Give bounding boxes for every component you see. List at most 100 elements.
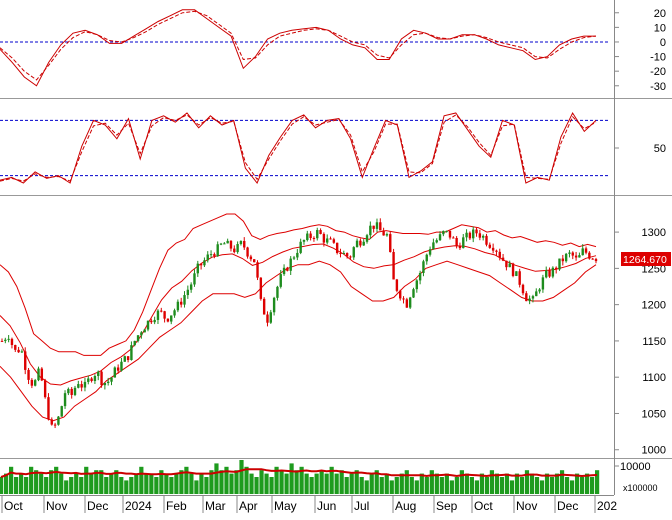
candle-body bbox=[229, 240, 233, 249]
candle-body bbox=[405, 299, 409, 308]
candle-body bbox=[233, 248, 236, 253]
volume-bar bbox=[159, 470, 164, 494]
volume-bar bbox=[4, 473, 9, 494]
candle-body bbox=[511, 263, 515, 276]
volume-bar bbox=[19, 473, 24, 494]
volume-bar bbox=[404, 470, 409, 494]
candle-body bbox=[256, 262, 259, 278]
volume-bar bbox=[169, 477, 174, 494]
volume-bar bbox=[144, 473, 149, 494]
candle-body bbox=[123, 356, 126, 362]
price-panel bbox=[0, 213, 598, 429]
volume-bar bbox=[339, 470, 344, 494]
volume-bar bbox=[504, 473, 510, 494]
candle-body bbox=[435, 240, 438, 243]
volume-bar bbox=[84, 466, 89, 494]
candle-body bbox=[475, 229, 478, 234]
candle-body bbox=[196, 263, 199, 274]
candle-body bbox=[286, 267, 289, 271]
candle-body bbox=[133, 340, 136, 346]
candle-body bbox=[326, 238, 329, 243]
candle-body bbox=[455, 238, 458, 247]
candle-body bbox=[415, 280, 419, 290]
volume-bar bbox=[0, 477, 4, 494]
y-tick-label: -20 bbox=[650, 66, 666, 78]
volume-bar bbox=[294, 470, 299, 494]
x-tick-label: Jun bbox=[317, 499, 336, 513]
volume-bar bbox=[284, 473, 289, 494]
candle-body bbox=[412, 289, 415, 298]
candle-body bbox=[335, 242, 339, 253]
candle-body bbox=[312, 237, 316, 239]
candle-body bbox=[77, 384, 80, 388]
volume-bar bbox=[354, 470, 359, 494]
volume-bar bbox=[259, 470, 264, 494]
candle-body bbox=[289, 258, 292, 271]
y-tick-label: 1150 bbox=[642, 336, 666, 348]
candle-body bbox=[253, 259, 256, 263]
candle-body bbox=[269, 312, 272, 323]
volume-bar bbox=[129, 477, 134, 494]
candle-body bbox=[478, 233, 482, 238]
candle-body bbox=[571, 252, 574, 256]
volume-bar bbox=[379, 477, 384, 494]
candle-body bbox=[179, 301, 183, 305]
x-tick-label: Oct bbox=[474, 499, 493, 513]
volume-bar bbox=[344, 477, 349, 494]
candle-body bbox=[43, 380, 47, 398]
candle-body bbox=[262, 298, 266, 315]
volume-bar bbox=[564, 477, 570, 494]
volume-bar bbox=[434, 473, 439, 494]
candle-body bbox=[173, 310, 176, 316]
candle-body bbox=[438, 234, 442, 241]
candle-body bbox=[206, 254, 209, 261]
candle-body bbox=[183, 295, 186, 305]
candle-body bbox=[389, 234, 392, 252]
candle-body bbox=[73, 387, 77, 395]
candle-body bbox=[10, 338, 14, 346]
volume-bar bbox=[44, 477, 49, 494]
volume-bar bbox=[224, 466, 229, 494]
volume-bar bbox=[134, 473, 139, 494]
candle-body bbox=[189, 284, 193, 290]
candle-body bbox=[339, 252, 342, 254]
volume-bar bbox=[304, 473, 309, 494]
volume-bar bbox=[374, 470, 379, 494]
volume-ma-line bbox=[0, 468, 598, 478]
candle-body bbox=[525, 293, 528, 302]
volume-bar bbox=[499, 477, 505, 494]
volume-bar bbox=[314, 473, 319, 494]
candle-body bbox=[518, 271, 521, 285]
volume-bar bbox=[24, 477, 29, 494]
candle-body bbox=[226, 240, 229, 244]
y-axis-labels: 20 10 0 -10 -20 -30 50 1300 1250 1200 1150 1100 1050… bbox=[614, 8, 666, 473]
candle-body bbox=[306, 233, 309, 241]
oscillator-panel bbox=[0, 9, 608, 87]
volume-unit-label: x100000 bbox=[623, 483, 658, 493]
volume-bar bbox=[254, 477, 259, 494]
candle-body bbox=[146, 320, 150, 330]
volume-bar bbox=[279, 470, 284, 494]
candle-body bbox=[209, 254, 213, 256]
candle-body bbox=[57, 416, 60, 425]
volume-bar bbox=[64, 480, 69, 494]
volume-bar bbox=[474, 480, 479, 494]
x-tick-label: 202 bbox=[597, 499, 617, 513]
candle-body bbox=[578, 255, 581, 258]
candle-body bbox=[568, 252, 571, 254]
volume-bar bbox=[359, 477, 364, 494]
candle-body bbox=[428, 249, 432, 255]
candle-body bbox=[266, 314, 269, 323]
candle-body bbox=[136, 335, 140, 341]
candle-body bbox=[27, 369, 30, 380]
candle-body bbox=[279, 274, 282, 287]
candle-body bbox=[213, 254, 216, 257]
x-tick-label: Apr bbox=[239, 499, 258, 513]
candle-body bbox=[140, 332, 143, 336]
y-tick-label: 1250 bbox=[642, 263, 666, 275]
volume-bar bbox=[234, 470, 239, 494]
volume-bar bbox=[469, 477, 474, 494]
volume-panel bbox=[0, 460, 600, 494]
x-tick-label: Feb bbox=[166, 499, 187, 513]
candle-body bbox=[591, 258, 594, 260]
